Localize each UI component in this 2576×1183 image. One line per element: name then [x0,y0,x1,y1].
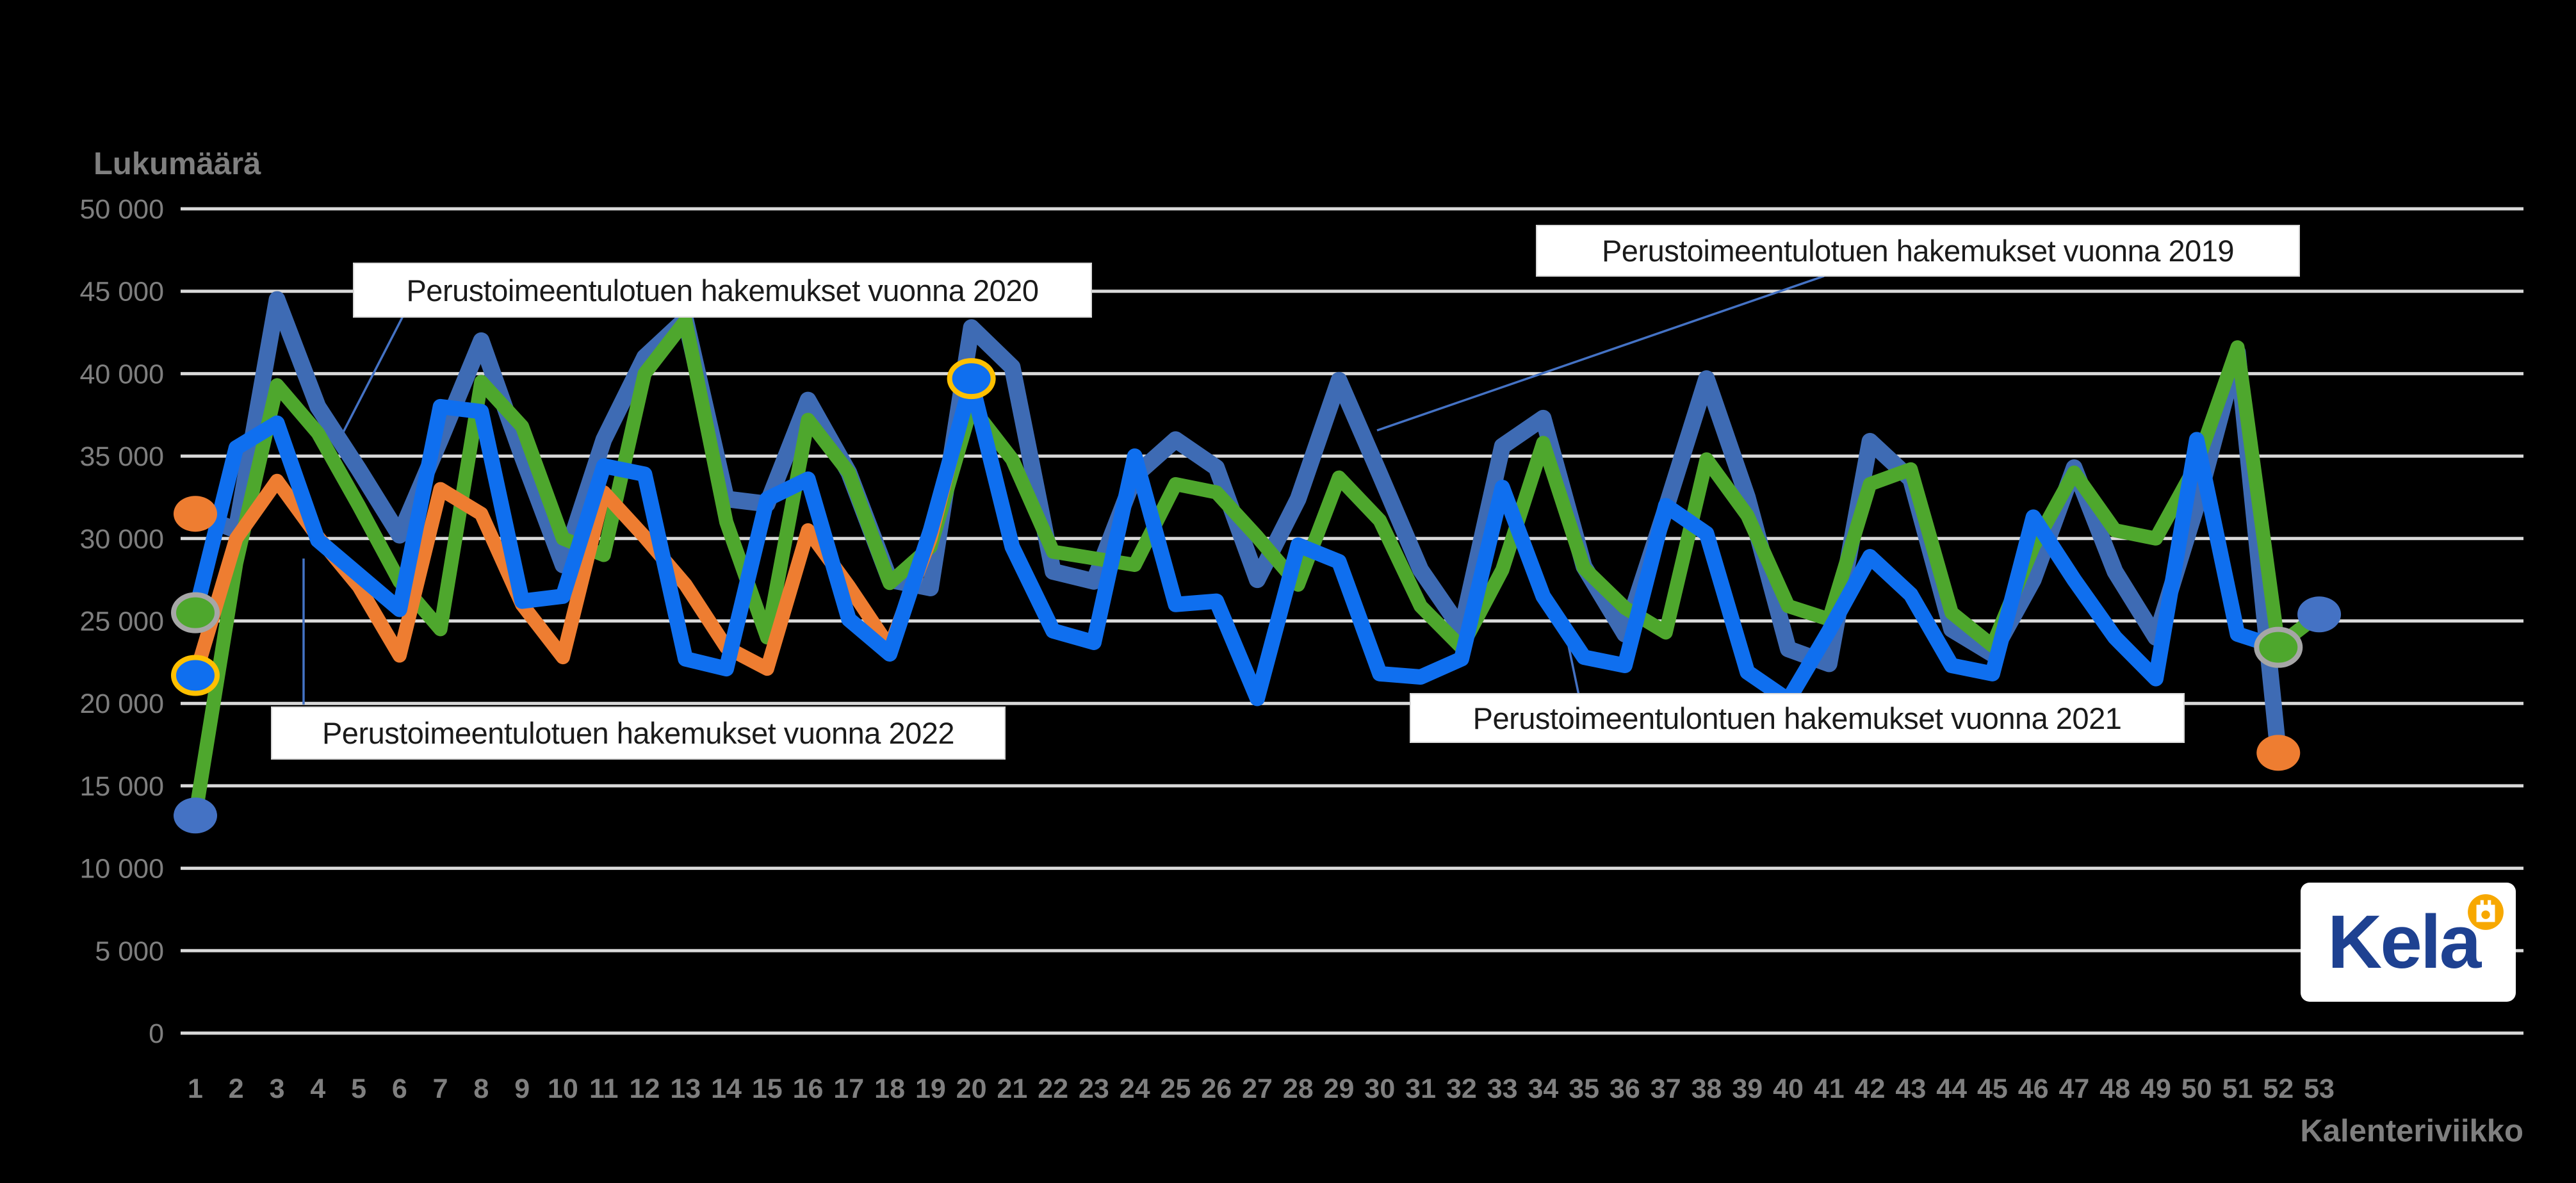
kela-logo: Kela [2301,883,2516,1002]
x-tick-label: 23 [1079,1073,1109,1104]
y-tick-label: 25 000 [79,607,164,637]
x-tick-label: 49 [2140,1073,2171,1104]
x-tick-label: 47 [2058,1073,2089,1104]
x-tick-label: 17 [833,1073,864,1104]
callout-2020 [336,314,405,444]
x-tick-label: 37 [1651,1073,1681,1104]
x-tick-label: 22 [1038,1073,1068,1104]
label-2020: Perustoimeentulotuen hakemukset vuonna 2… [353,263,1092,318]
x-tick-label: 41 [1814,1073,1845,1104]
marker-2019-end [2256,735,2301,771]
y-tick-label: 10 000 [79,854,164,885]
x-tick-label: 27 [1242,1073,1273,1104]
x-tick-label: 28 [1283,1073,1314,1104]
marker-2022-end [947,358,996,400]
kela-logo-text: Kela [2327,900,2481,984]
data-series [187,291,2327,823]
x-tick-label: 12 [630,1073,660,1104]
marker-2020-end [2297,596,2342,633]
x-tick-label: 26 [1201,1073,1232,1104]
callout-2019 [1376,275,1825,432]
x-tick-label: 6 [392,1073,407,1104]
x-tick-label: 8 [473,1073,489,1104]
x-tick-label: 7 [433,1073,448,1104]
endpoint-markers [171,358,2342,834]
label-2021: Perustoimeentulontuen hakemukset vuonna … [1410,693,2185,743]
x-tick-label: 43 [1895,1073,1926,1104]
x-tick-label: 4 [310,1073,325,1104]
x-tick-label: 35 [1569,1073,1599,1104]
kela-emblem-icon [2468,894,2504,930]
marker-2022-start [171,655,220,696]
y-tick-label: 15 000 [79,771,164,802]
x-tick-label: 1 [188,1073,203,1104]
x-tick-label: 40 [1773,1073,1804,1104]
x-tick-label: 24 [1120,1073,1150,1104]
marker-2019-start [174,496,217,532]
x-tick-label: 29 [1324,1073,1355,1104]
x-tick-label: 33 [1487,1073,1518,1104]
x-tick-label: 14 [711,1073,742,1104]
x-tick-label: 20 [956,1073,987,1104]
marker-2021-end [2254,626,2303,668]
x-tick-label: 32 [1446,1073,1477,1104]
x-tick-label: 50 [2181,1073,2212,1104]
x-tick-label: 48 [2099,1073,2130,1104]
x-tick-label: 21 [997,1073,1027,1104]
x-tick-label: 3 [270,1073,285,1104]
x-tick-label: 36 [1610,1073,1640,1104]
x-tick-label: 42 [1855,1073,1886,1104]
x-tick-label: 10 [548,1073,578,1104]
axis-ticks: 0 5 000 10 000 15 000 20 000 25 000 30 000 35 0… [79,194,2334,1104]
label-2019: Perustoimeentulotuen hakemukset vuonna 2… [1536,225,2300,277]
y-tick-label: 45 000 [79,277,164,307]
y-tick-label: 5 000 [95,936,164,967]
x-tick-label: 53 [2304,1073,2335,1104]
x-tick-label: 9 [514,1073,530,1104]
x-axis-title: Kalenteriviikko [2300,1114,2523,1148]
y-axis-title: Lukumäärä [94,147,261,181]
x-tick-label: 44 [1936,1073,1967,1104]
marker-2021-start [171,592,220,633]
x-tick-label: 39 [1732,1073,1763,1104]
y-tick-label: 30 000 [79,524,164,555]
x-tick-label: 25 [1161,1073,1191,1104]
x-tick-label: 11 [589,1073,618,1104]
x-tick-label: 13 [670,1073,701,1104]
y-tick-label: 40 000 [79,359,164,389]
y-tick-label: 20 000 [79,689,164,719]
marker-2020-start [174,797,217,834]
x-tick-label: 15 [752,1073,783,1104]
y-tick-label: 50 000 [79,194,164,225]
x-tick-label: 5 [351,1073,366,1104]
x-tick-label: 19 [915,1073,946,1104]
series-line-2020 [188,314,2327,823]
series-line-2021 [188,374,2287,708]
x-tick-label: 34 [1528,1073,1558,1104]
x-tick-label: 38 [1692,1073,1722,1104]
x-tick-label: 18 [874,1073,905,1104]
x-tick-label: 31 [1405,1073,1436,1104]
x-tick-label: 2 [229,1073,244,1104]
x-tick-label: 51 [2222,1073,2253,1104]
x-tick-label: 16 [793,1073,824,1104]
x-tick-label: 52 [2263,1073,2294,1104]
x-tick-label: 45 [1977,1073,2008,1104]
label-2022: Perustoimeentulotuen hakemukset vuonna 2… [271,706,1006,760]
x-tick-label: 46 [2018,1073,2049,1104]
y-tick-label: 0 [149,1018,164,1049]
x-tick-label: 30 [1364,1073,1395,1104]
y-tick-label: 35 000 [79,441,164,472]
